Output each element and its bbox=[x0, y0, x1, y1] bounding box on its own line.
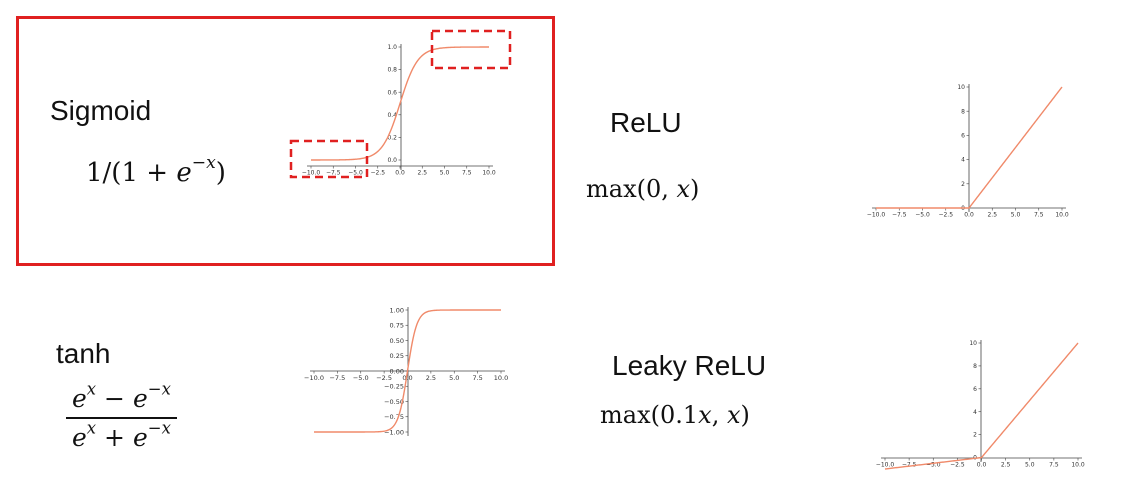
tanh-x-tick-label: −7.5 bbox=[329, 374, 345, 382]
tanh-y-tick-label: 0.00 bbox=[390, 367, 404, 375]
sigmoid-x-tick-label: 0.0 bbox=[395, 170, 405, 177]
leaky-x-tick-label: −2.5 bbox=[950, 462, 965, 469]
tanh-x-tick-label: 10.0 bbox=[494, 374, 508, 382]
sigmoid-x-tick-label: 2.5 bbox=[417, 170, 427, 177]
leaky-y-tick-label: 6 bbox=[973, 386, 977, 393]
relu-y-tick-label: 4 bbox=[961, 157, 965, 164]
relu-x-tick-label: −2.5 bbox=[938, 212, 953, 219]
sigmoid-curve bbox=[311, 46, 489, 161]
leaky-x-tick-label: 5.0 bbox=[1025, 462, 1035, 469]
relu-curve bbox=[876, 86, 1063, 209]
relu-x-tick-label: −5.0 bbox=[915, 212, 930, 219]
sigmoid-formula: 1/(1 + e−x) bbox=[86, 153, 226, 188]
tanh-y-tick-label: 0.25 bbox=[390, 352, 404, 360]
leaky-x-tick-label: −7.5 bbox=[902, 462, 917, 469]
tanh-y-tick-label: 0.50 bbox=[390, 337, 404, 345]
tanh-y-tick-label: 1.00 bbox=[390, 306, 404, 314]
relu-y-tick-label: 2 bbox=[961, 181, 965, 188]
leaky-x-tick-label: −10.0 bbox=[876, 462, 895, 469]
tanh-x-tick-label: 7.5 bbox=[472, 374, 482, 382]
sigmoid-y-tick-label: 1.0 bbox=[387, 44, 397, 51]
leaky-relu-title: Leaky ReLU bbox=[612, 350, 767, 381]
relu-title: ReLU bbox=[610, 107, 682, 138]
leaky-x-tick-label: 7.5 bbox=[1049, 462, 1059, 469]
relu-x-tick-label: 10.0 bbox=[1055, 212, 1069, 219]
tanh-x-tick-label: −10.0 bbox=[304, 374, 324, 382]
relu-x-tick-label: −10.0 bbox=[867, 212, 886, 219]
sigmoid-x-tick-label: −2.5 bbox=[370, 170, 385, 177]
sigmoid-x-tick-label: −5.0 bbox=[348, 170, 363, 177]
tanh-y-tick-label: −0.75 bbox=[384, 413, 404, 421]
tanh-x-tick-label: 2.5 bbox=[426, 374, 436, 382]
tanh-chart: −10.0 −7.5 −5.0 −2.5 0.0 2.5 5.0 7.5 10.0 1.00 0.7… bbox=[304, 306, 508, 436]
sigmoid-chart: −10.0 −7.5 −5.0 −2.5 0.0 2.5 5.0 7.5 10.00.00.20… bbox=[289, 29, 512, 179]
sigmoid-y-tick-label: 0.0 bbox=[387, 157, 397, 164]
relu-x-tick-label: 7.5 bbox=[1034, 212, 1044, 219]
tanh-y-tick-label: −0.50 bbox=[384, 398, 404, 406]
sigmoid-x-tick-label: −7.5 bbox=[326, 170, 341, 177]
leaky-y-tick-label: 4 bbox=[973, 409, 977, 416]
leaky-x-tick-label: 2.5 bbox=[1001, 462, 1011, 469]
sigmoid-x-tick-label: 7.5 bbox=[462, 170, 472, 177]
sigmoid-y-tick-label: 0.2 bbox=[387, 135, 397, 142]
leaky-y-tick-label: 10 bbox=[969, 340, 977, 347]
relu-x-tick-label: 2.5 bbox=[987, 212, 997, 219]
relu-y-tick-label: 10 bbox=[957, 84, 965, 91]
leaky-x-tick-label: 10.0 bbox=[1071, 462, 1085, 469]
sigmoid-saturation-low-box bbox=[289, 139, 369, 179]
relu-x-tick-label: 0.0 bbox=[964, 212, 974, 219]
leaky-x-tick-label: −5.0 bbox=[926, 462, 941, 469]
tanh-y-tick-label: 0.75 bbox=[390, 322, 404, 330]
sigmoid-x-tick-label: 5.0 bbox=[440, 170, 450, 177]
tanh-x-tick-label: 5.0 bbox=[449, 374, 459, 382]
relu-formula: max(0, x) bbox=[586, 175, 700, 203]
sigmoid-y-tick-label: 0.6 bbox=[387, 89, 397, 96]
tanh-y-tick-label: −0.25 bbox=[384, 383, 404, 391]
sigmoid-x-tick-label: −10.0 bbox=[302, 170, 321, 177]
tanh-curve bbox=[314, 309, 501, 433]
relu-x-tick-label: 5.0 bbox=[1011, 212, 1021, 219]
leaky-x-tick-label: 0.0 bbox=[977, 462, 987, 469]
sigmoid-y-tick-label: 0.4 bbox=[387, 112, 397, 119]
sigmoid-saturation-high-box bbox=[430, 29, 512, 70]
sigmoid-x-tick-label: 10.0 bbox=[482, 170, 496, 177]
relu-y-tick-label: 6 bbox=[961, 133, 965, 140]
tanh-title: tanh bbox=[56, 338, 111, 369]
sigmoid-y-tick-label: 0.8 bbox=[387, 67, 397, 74]
leaky-relu-formula: max(0.1x, x) bbox=[600, 401, 750, 429]
tanh-formula: ex − e−x ex + e−x bbox=[66, 381, 177, 452]
tanh-x-tick-label: −2.5 bbox=[376, 374, 392, 382]
sigmoid-highlight-box bbox=[16, 16, 555, 266]
sigmoid-title: Sigmoid bbox=[50, 95, 152, 126]
tanh-y-tick-label: −1.00 bbox=[384, 428, 404, 436]
relu-x-tick-label: −7.5 bbox=[892, 212, 907, 219]
tanh-x-tick-label: 0.0 bbox=[402, 374, 412, 382]
leaky-curve bbox=[884, 342, 1079, 470]
leaky-y-tick-label: 2 bbox=[973, 432, 977, 439]
tanh-x-tick-label: −5.0 bbox=[353, 374, 369, 382]
leaky-y-tick-label: 8 bbox=[973, 363, 977, 370]
relu-y-tick-label: 8 bbox=[961, 108, 965, 115]
